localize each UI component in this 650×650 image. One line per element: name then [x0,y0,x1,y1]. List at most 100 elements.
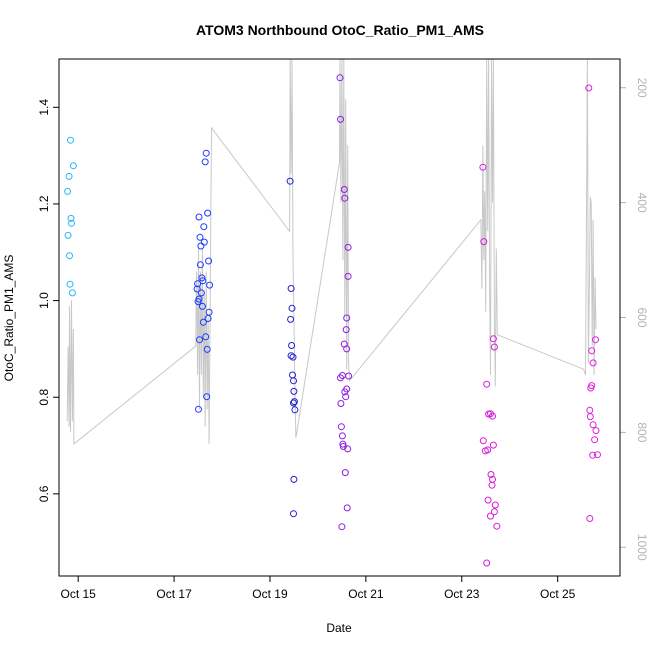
data-point [64,187,72,195]
data-point [195,295,203,303]
data-point [68,289,76,297]
y-tick-label: 1.0 [37,292,51,309]
data-point [586,515,594,522]
data-point [289,353,297,361]
secondary-y-tick-label: 1000 [635,534,649,561]
data-point [345,372,353,380]
data-point [69,162,77,170]
data-point [341,469,349,477]
y-tick-label: 1.2 [37,195,51,212]
y-tick-label: 0.8 [37,389,51,406]
data-point [337,115,344,123]
x-axis-label: Date [326,621,352,635]
data-point [205,257,213,265]
data-point [205,308,213,316]
data-point [490,508,498,516]
data-point [201,158,209,166]
data-point [586,413,594,421]
data-point [489,441,497,449]
x-tick-label: Oct 25 [540,587,576,601]
data-point [66,280,74,288]
secondary-series-layer [66,59,597,445]
data-point [194,280,202,288]
data-point [344,445,352,453]
data-point [337,374,344,382]
secondary-y-tick-label: 800 [635,422,649,442]
data-point [490,343,498,351]
data-point [338,523,346,531]
data-point [484,496,492,504]
data-point [65,172,73,180]
secondary-y-tick-label: 400 [635,193,649,213]
plot-frame [58,58,621,577]
data-point [287,352,295,360]
data-point [196,336,203,344]
data-point [488,481,496,489]
data-point [291,406,299,414]
data-point [290,398,298,406]
data-point [193,285,201,293]
data-point [195,213,203,221]
data-point [344,272,352,280]
data-point [589,451,597,459]
data-point [198,302,206,310]
data-point [489,335,497,343]
secondary-y-tick-label: 200 [635,78,649,98]
data-point [196,233,204,241]
data-point [204,315,212,322]
data-point [287,315,295,323]
data-point [339,440,347,448]
axes-layer: Oct 15 Oct 17 Oct 19 Oct 21 Oct 23 Oct 25 0.6 0… [37,78,649,601]
data-point [341,194,349,202]
data-point [491,501,499,509]
data-point [286,177,294,185]
data-point [591,436,599,444]
data-point [479,437,487,445]
x-tick-label: Oct 21 [348,587,384,601]
data-point [342,326,350,334]
data-point [592,336,599,344]
data-point [290,377,297,385]
data-point [343,504,351,512]
x-tick-label: Oct 17 [156,587,192,601]
data-point [204,209,212,217]
data-point [197,289,205,297]
data-point [67,214,75,222]
data-point [288,342,296,349]
data-point [203,393,211,401]
data-point [483,559,491,567]
data-point [585,84,593,92]
data-point [290,387,298,395]
data-point [594,451,601,459]
data-point [493,522,501,530]
data-point [337,423,345,431]
data-point [68,219,75,227]
data-point [589,421,597,429]
data-point [587,384,595,392]
data-point [592,427,600,435]
data-point [64,231,72,239]
data-point [479,163,487,171]
data-point [202,149,210,157]
data-point [288,304,296,312]
data-point [287,285,295,292]
data-point [489,412,496,420]
data-point [341,388,349,396]
data-point [483,380,491,388]
data-point [344,243,352,251]
y-tick-label: 1.4 [37,99,51,116]
data-point [203,345,211,353]
data-point [195,405,202,413]
data-point [197,242,205,250]
data-point [586,406,594,414]
data-point [343,314,351,322]
data-point [206,281,214,289]
data-point [196,261,204,269]
data-point [67,136,74,144]
x-tick-label: Oct 19 [252,587,288,601]
chart-title: ATOM3 Northbound OtoC_Ratio_PM1_AMS [196,22,484,38]
y-axis-label: OtoC_Ratio_PM1_AMS [2,255,16,382]
secondary-series-line [66,59,597,445]
x-tick-label: Oct 23 [444,587,480,601]
